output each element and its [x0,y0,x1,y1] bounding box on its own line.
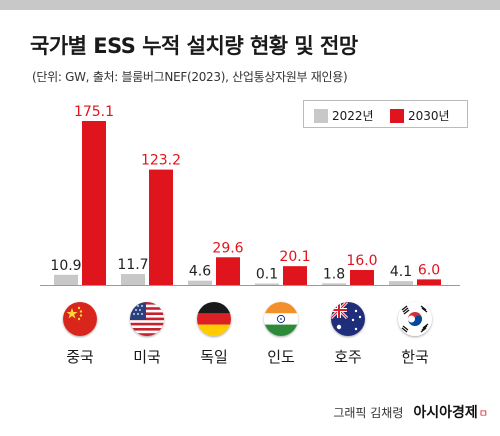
india-flag-icon [264,302,298,336]
legend-label-2030: 2030년 [408,109,450,123]
value-label-2022-australia: 1.8 [323,266,345,282]
credit-text: 그래픽 김채령 [333,406,404,420]
legend-swatch-2030 [390,108,404,123]
country-label-china: 중국 [66,348,94,366]
value-label-2022-usa: 11.7 [117,257,148,273]
bar-2022-china [54,274,78,285]
value-label-2030-usa: 123.2 [141,153,181,169]
value-label-2022-korea: 4.1 [390,264,412,280]
legend-swatch-2022 [314,108,328,123]
chart-subtitle: (단위: GW, 출처: 블룸버그NEF(2023), 산업통상자원부 재인용) [32,70,348,84]
brand-mark: ㅁ [478,409,488,420]
country-label-usa: 미국 [133,348,161,366]
value-label-2022-china: 10.9 [50,258,81,274]
bar-2022-germany [188,280,212,285]
country-label-australia: 호주 [334,348,362,366]
top-bar [0,0,500,10]
value-label-2030-india: 20.1 [279,249,310,265]
bar-2022-india [255,283,279,285]
bar-2030-india [283,266,307,285]
value-label-2030-korea: 6.0 [418,262,440,278]
bar-2022-australia [322,283,346,285]
germany-flag-icon [197,302,231,336]
value-label-2030-china: 175.1 [74,104,114,120]
legend-label-2022: 2022년 [332,109,374,123]
value-label-2022-germany: 4.6 [189,264,211,280]
korea-flag-icon [398,302,432,336]
value-label-2030-australia: 16.0 [346,253,377,269]
legend-item-2030: 2030년 [390,107,450,124]
brand-name: 아시아경제 [413,405,478,421]
country-label-india: 인도 [267,348,295,366]
legend-item-2022: 2022년 [314,107,374,124]
china-flag-icon [63,302,97,336]
bar-chart: 10.9 175.1 11.7 123.2 4.629.6 0.120.1 1.816.0 4… [40,104,460,286]
value-label-2030-germany: 29.6 [212,240,243,256]
chart-title: 국가별 ESS 누적 설치량 현황 및 전망 [30,34,358,58]
bar-2030-usa [149,169,173,285]
bar-2022-korea [389,281,413,285]
country-label-germany: 독일 [200,348,228,366]
credit: 그래픽 김채령 아시아경제 ㅁ [333,402,488,422]
bar-2030-australia [350,270,374,285]
australia-flag-icon [331,302,365,336]
chart-legend: 2022년 2030년 [303,100,468,128]
bar-2030-korea [417,279,441,285]
value-label-2022-india: 0.1 [256,267,278,283]
usa-flag-icon [130,302,164,336]
bar-2030-china [82,121,106,285]
bar-2030-germany [216,257,240,285]
bar-2022-usa [121,274,145,285]
country-label-korea: 한국 [401,348,429,366]
